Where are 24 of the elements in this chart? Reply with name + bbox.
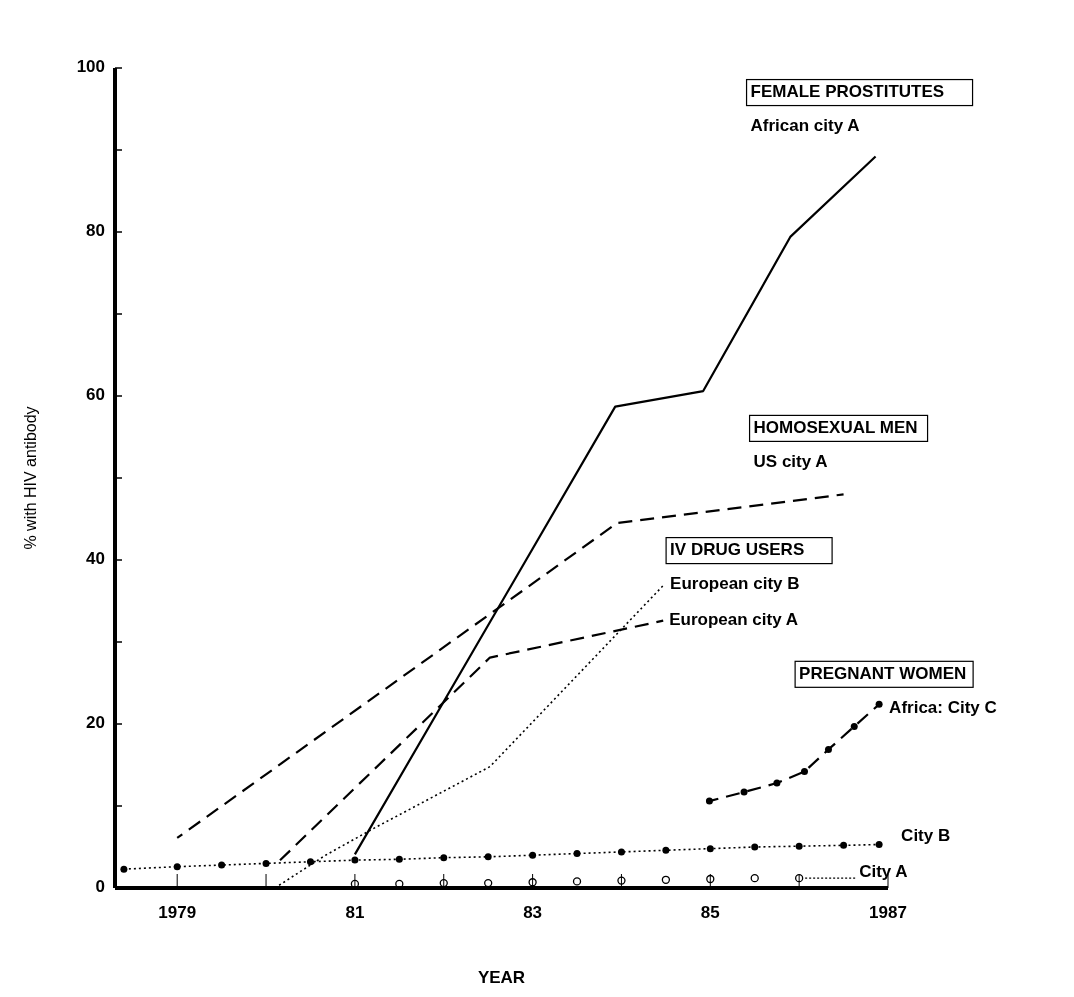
series-label: European city B: [670, 574, 800, 594]
x-tick-label: 1987: [869, 903, 907, 922]
y-tick-label: 100: [76, 57, 105, 77]
series-label: Africa: City C: [889, 697, 997, 717]
x-tick-label: 81: [345, 903, 365, 922]
y-axis-title: % with HIV antibody: [22, 406, 39, 550]
annotation: PREGNANT WOMEN: [799, 663, 967, 683]
series-label: European city A: [669, 610, 798, 630]
x-tick-label: 85: [700, 903, 720, 922]
y-tick-label: 40: [86, 549, 105, 569]
series-label: African city A: [750, 116, 860, 136]
annotation: FEMALE PROSTITUTES: [750, 82, 945, 102]
y-tick-label: 80: [86, 221, 105, 241]
y-tick-label: 60: [86, 385, 105, 405]
x-tick-label: 1979: [158, 903, 197, 922]
x-tick-label: 83: [523, 903, 543, 922]
annotation: IV DRUG USERS: [670, 540, 805, 560]
y-tick-label: 0: [95, 877, 105, 897]
legend-label: City A: [859, 861, 908, 881]
y-tick-label: 20: [86, 713, 105, 733]
annotation: HOMOSEXUAL MEN: [753, 417, 918, 437]
x-axis-title: YEAR: [477, 968, 526, 987]
series-label: City B: [901, 826, 951, 846]
series-label: US city A: [753, 451, 828, 471]
